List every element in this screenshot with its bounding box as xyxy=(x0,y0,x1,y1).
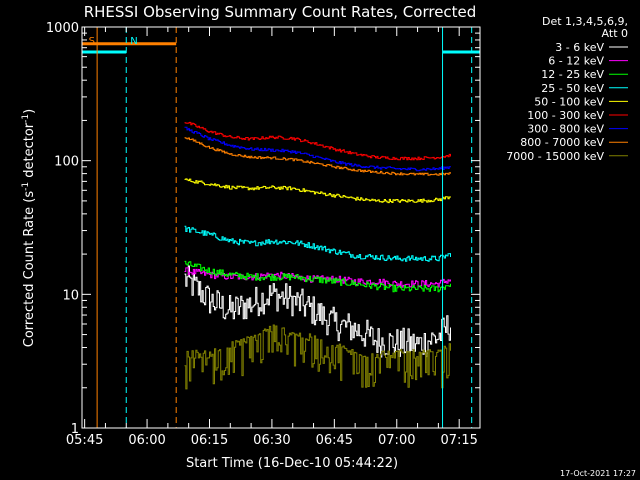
y-axis-label-sup1: -1 xyxy=(21,182,31,191)
legend-label-2: 12 - 25 keV xyxy=(541,68,604,81)
legend-label-5: 100 - 300 keV xyxy=(527,109,604,122)
series-line-8 xyxy=(184,324,451,390)
y-axis-label-sup2: -1 xyxy=(21,114,31,123)
series-line-7 xyxy=(184,137,451,176)
x-tick-label: 06:00 xyxy=(128,433,165,448)
x-axis: 05:45 06:00 06:15 06:30 06:45 07:00 07:15 xyxy=(66,27,478,448)
legend-label-4: 50 - 100 keV xyxy=(534,95,604,108)
y-axis: 1 10 100 1000 xyxy=(46,21,480,437)
chart-title: RHESSI Observing Summary Count Rates, Co… xyxy=(84,3,477,21)
x-tick-label: 07:00 xyxy=(378,433,415,448)
series-line-0 xyxy=(184,265,451,358)
y-axis-label-mid: detector xyxy=(22,122,37,182)
x-tick-label: 07:15 xyxy=(440,433,477,448)
y-tick-label: 1000 xyxy=(46,21,79,36)
legend-label-7: 800 - 7000 keV xyxy=(520,136,604,149)
legend-label-8: 7000 - 15000 keV xyxy=(506,150,604,163)
y-tick-label: 1 xyxy=(71,422,79,437)
x-tick-label: 06:45 xyxy=(316,433,353,448)
timestamp: 17-Oct-2021 17:27 xyxy=(560,469,636,478)
legend-label-3: 25 - 50 keV xyxy=(541,82,604,95)
legend-label-6: 300 - 800 keV xyxy=(527,123,604,136)
series-line-6 xyxy=(184,126,451,172)
x-tick-label: 06:15 xyxy=(191,433,228,448)
y-axis-label: Corrected Count Rate (s-1 detector-1) xyxy=(21,109,37,347)
y-axis-label-main: Corrected Count Rate (s xyxy=(22,191,37,348)
y-tick-label: 100 xyxy=(54,155,79,170)
series-layer xyxy=(184,121,451,390)
legend-header-line1: Det 1,3,4,5,6,9, xyxy=(542,15,628,28)
y-axis-label-end: ) xyxy=(22,109,37,114)
annotation-s: S xyxy=(89,36,95,47)
plot-frame xyxy=(81,26,481,429)
series-line-4 xyxy=(184,178,451,204)
x-axis-label: Start Time (16-Dec-10 05:44:22) xyxy=(186,456,398,471)
series-line-2 xyxy=(184,260,451,293)
legend-header: Det 1,3,4,5,6,9, Att 0 xyxy=(542,15,628,40)
x-tick-label: 06:30 xyxy=(253,433,290,448)
series-line-5 xyxy=(184,121,451,161)
legend-label-1: 6 - 12 keV xyxy=(548,55,604,68)
y-tick-label: 10 xyxy=(62,288,79,303)
x-tick-label: 05:45 xyxy=(66,433,103,448)
series-line-3 xyxy=(184,225,451,262)
legend-header-line2: Att 0 xyxy=(602,27,628,40)
annotation-n: N xyxy=(130,36,137,47)
legend-label-0: 3 - 6 keV xyxy=(555,41,604,54)
